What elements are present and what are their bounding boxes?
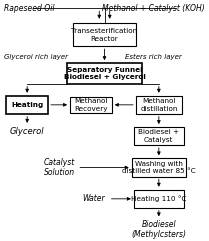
Bar bbox=[73, 24, 136, 46]
Bar bbox=[6, 96, 48, 114]
Text: Glycerol: Glycerol bbox=[10, 127, 45, 136]
Text: Catalyst
Solution: Catalyst Solution bbox=[44, 158, 75, 177]
Text: Heating 110 °C: Heating 110 °C bbox=[131, 195, 187, 202]
Text: Heating: Heating bbox=[11, 102, 43, 108]
Bar bbox=[132, 159, 186, 176]
Text: Separatory Funnel
Biodiesel + Glycerol: Separatory Funnel Biodiesel + Glycerol bbox=[64, 67, 145, 80]
Text: Esters rich layer: Esters rich layer bbox=[125, 54, 182, 60]
Bar bbox=[70, 97, 112, 113]
Text: Washing with
distilled water 85 °C: Washing with distilled water 85 °C bbox=[122, 161, 196, 174]
Text: Biodiesel
(Methylcsters): Biodiesel (Methylcsters) bbox=[131, 220, 186, 239]
Text: Rapeseed Oil: Rapeseed Oil bbox=[4, 4, 55, 13]
Text: Methanol + Catalyst (KOH): Methanol + Catalyst (KOH) bbox=[102, 4, 205, 13]
Text: Transesterification
Reactor: Transesterification Reactor bbox=[71, 28, 138, 42]
Bar bbox=[67, 63, 142, 84]
Text: Methanol
distillation: Methanol distillation bbox=[140, 98, 177, 112]
Bar bbox=[134, 190, 184, 208]
Text: Glycerol rich layer: Glycerol rich layer bbox=[4, 54, 68, 60]
Bar bbox=[134, 127, 184, 145]
Text: Water: Water bbox=[82, 194, 104, 203]
Text: Methanol
Recovery: Methanol Recovery bbox=[74, 98, 108, 112]
Text: Biodiesel +
Catalyst: Biodiesel + Catalyst bbox=[138, 129, 179, 143]
Bar bbox=[136, 96, 182, 114]
